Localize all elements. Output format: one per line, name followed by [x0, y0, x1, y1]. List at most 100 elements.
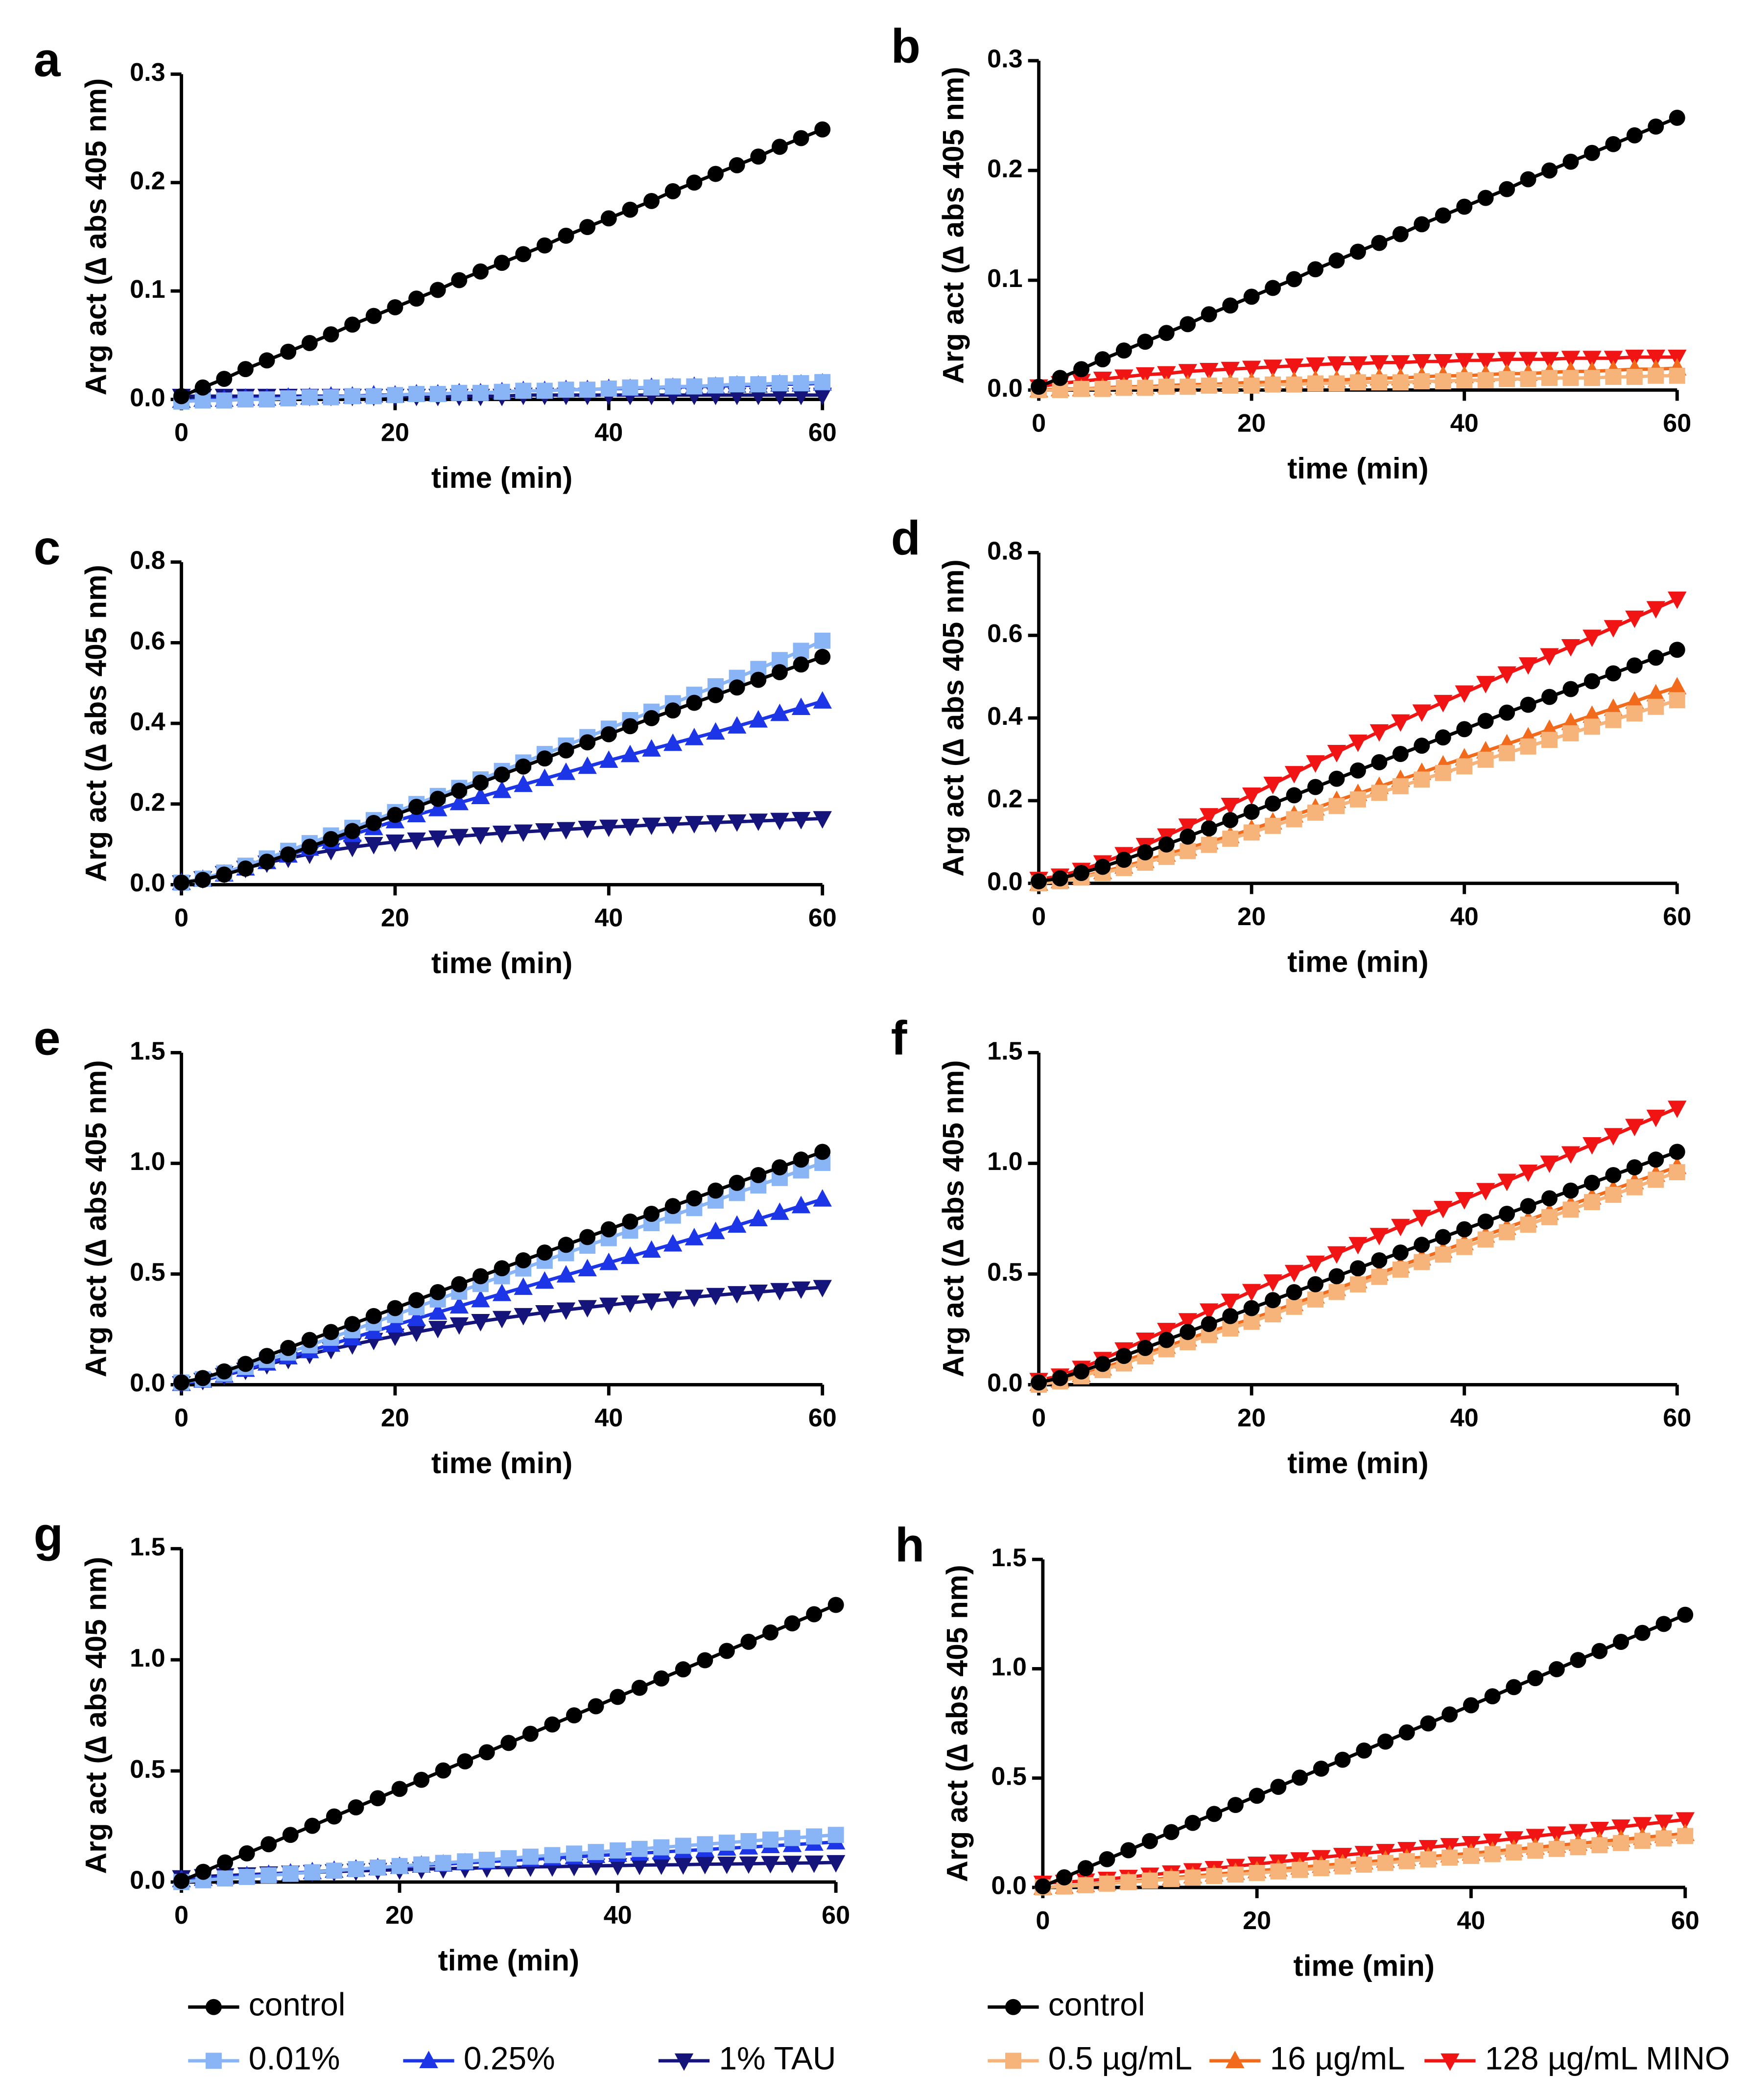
- marker: [1222, 812, 1239, 829]
- marker: [706, 1221, 725, 1240]
- marker: [813, 1189, 832, 1207]
- y-axis-label: Arg act (∆ abs 405 nm): [79, 565, 112, 882]
- marker: [1142, 1872, 1158, 1889]
- marker: [771, 664, 788, 680]
- marker: [280, 343, 297, 360]
- marker: [686, 1190, 703, 1207]
- marker: [1654, 1814, 1674, 1832]
- marker: [1548, 1840, 1565, 1857]
- marker: [599, 750, 618, 768]
- marker: [304, 1817, 321, 1834]
- marker: [301, 1332, 318, 1348]
- marker: [1178, 1313, 1197, 1331]
- legend: control 0.01% 0.25% 1% TAU: [188, 1986, 836, 2076]
- marker: [1626, 1159, 1643, 1176]
- marker: [216, 1363, 233, 1380]
- marker: [1307, 1276, 1323, 1292]
- marker: [1031, 379, 1047, 395]
- marker: [729, 679, 745, 696]
- marker: [1646, 601, 1666, 619]
- marker: [729, 376, 745, 393]
- marker: [1477, 713, 1494, 729]
- marker: [1435, 373, 1451, 389]
- marker: [1356, 1856, 1372, 1873]
- marker: [1327, 356, 1346, 374]
- marker: [1265, 795, 1281, 812]
- marker: [600, 726, 617, 742]
- y-tick-label: 0.6: [987, 620, 1022, 648]
- marker: [494, 383, 510, 400]
- x-tick-label: 0: [174, 1901, 189, 1930]
- marker: [1180, 1324, 1196, 1340]
- marker: [697, 1836, 713, 1853]
- x-tick-label: 0: [174, 1404, 189, 1432]
- y-tick-label: 0.0: [991, 1872, 1026, 1900]
- marker: [1570, 1652, 1586, 1669]
- marker: [599, 1297, 618, 1315]
- y-axis-label: Arg act (∆ abs 405 nm): [936, 1060, 969, 1378]
- marker: [813, 1280, 832, 1298]
- marker: [1263, 1274, 1282, 1292]
- marker: [1349, 791, 1366, 808]
- marker: [708, 166, 724, 182]
- y-tick-label: 1.0: [991, 1653, 1026, 1681]
- marker: [1391, 1218, 1410, 1237]
- marker: [344, 316, 361, 333]
- marker: [173, 388, 189, 405]
- marker: [408, 290, 425, 307]
- marker: [216, 392, 233, 409]
- marker: [457, 1853, 473, 1870]
- marker: [630, 1858, 649, 1876]
- marker: [1604, 698, 1623, 716]
- y-axis-label: Arg act (∆ abs 405 nm): [79, 1060, 112, 1378]
- marker: [1377, 1855, 1393, 1871]
- y-tick-label: 0.0: [130, 1866, 165, 1895]
- marker: [1668, 1100, 1687, 1119]
- marker: [238, 1845, 255, 1861]
- marker: [620, 744, 640, 763]
- marker: [1476, 676, 1495, 693]
- marker: [1626, 127, 1643, 143]
- marker: [1518, 352, 1538, 370]
- marker: [344, 1316, 361, 1333]
- marker: [348, 1861, 364, 1878]
- x-tick-label: 60: [1663, 903, 1691, 931]
- marker: [449, 1296, 469, 1314]
- marker: [1506, 1844, 1522, 1861]
- marker: [1677, 1606, 1694, 1623]
- marker: [1583, 370, 1600, 386]
- marker: [1286, 787, 1302, 804]
- marker: [643, 1206, 660, 1222]
- marker: [727, 814, 747, 832]
- marker: [1570, 1839, 1586, 1856]
- marker: [1412, 1210, 1432, 1227]
- x-tick-label: 60: [808, 419, 837, 447]
- marker: [451, 384, 468, 401]
- marker: [622, 1213, 638, 1230]
- marker: [1178, 818, 1197, 836]
- marker: [407, 1309, 426, 1326]
- marker: [1348, 734, 1368, 752]
- marker: [610, 1842, 626, 1859]
- marker: [1582, 1137, 1602, 1155]
- marker: [1568, 1824, 1588, 1842]
- marker: [1414, 1254, 1430, 1270]
- marker: [643, 379, 660, 396]
- marker: [806, 1828, 823, 1845]
- marker: [1184, 1814, 1201, 1831]
- panel: h 0.0 0.5 1.0 1.5 0 20 40 60 time (min) Arg act (∆…: [895, 1518, 1700, 1982]
- x-tick-label: 60: [1671, 1907, 1700, 1935]
- marker: [1206, 1806, 1223, 1822]
- marker: [1157, 366, 1176, 384]
- marker: [1435, 729, 1451, 746]
- marker: [1200, 362, 1219, 381]
- marker: [1392, 1244, 1409, 1261]
- marker: [237, 1356, 254, 1372]
- marker: [451, 783, 468, 799]
- marker: [685, 816, 704, 834]
- marker: [1371, 235, 1388, 251]
- marker: [1648, 1171, 1664, 1188]
- y-tick-label: 0.0: [987, 867, 1022, 896]
- marker: [472, 384, 489, 401]
- marker: [1222, 377, 1239, 394]
